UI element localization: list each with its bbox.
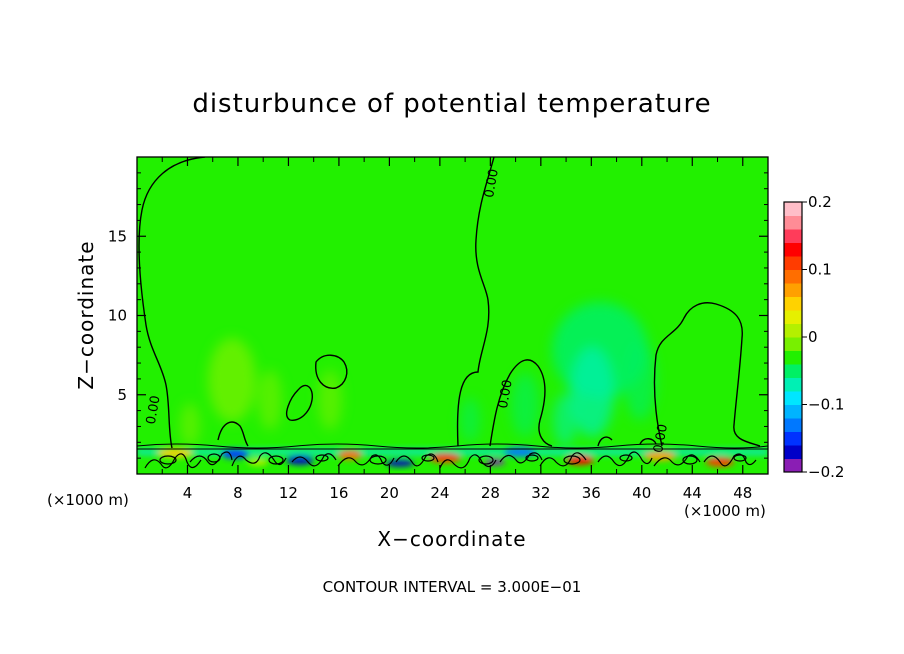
cool-anomaly [624,340,656,420]
x-tick-label: 4 [183,484,193,502]
colorbar-swatch [784,296,802,311]
warm-anomaly [180,403,200,447]
cool-anomaly [511,373,539,437]
x-tick-label: 28 [481,484,500,502]
zero-contour-island [217,421,249,447]
colorbar-swatch [784,283,802,297]
zero-contour-left [138,157,206,449]
y-tick-label: 10 [108,307,127,325]
x-axis-ticks: 4 8 12 16 20 24 28 32 36 40 44 48 [161,157,752,502]
colorbar-tick-label: 0.2 [808,193,832,211]
x-axis-label: X−coordinate [377,527,526,551]
chart-title: disturbunce of potential temperature [192,89,711,119]
colorbar-swatch [784,229,802,243]
y-axis-ticks: 5 10 15 [108,172,768,459]
surface-contour-clutter [137,443,768,469]
colorbar [783,201,803,473]
colorbar-swatch [784,404,802,419]
contour-interval-note: CONTOUR INTERVAL = 3.000E−01 [323,578,582,596]
colorbar-swatch [784,269,802,284]
zero-contour-island [286,384,313,421]
zero-contour-island [597,436,613,447]
x-unit-right: (×1000 m) [684,502,766,520]
x-tick-label: 48 [733,484,752,502]
x-tick-label: 8 [233,484,243,502]
contour-label: 0.00 [144,394,164,425]
x-unit-left: (×1000 m) [47,491,129,509]
colorbar-swatch [784,377,802,392]
colorbar-swatch [784,350,802,365]
cool-anomaly [570,347,614,437]
contour-label: 0.00 [496,379,516,410]
x-tick-label: 32 [531,484,550,502]
x-tick-label: 44 [683,484,702,502]
colorbar-tick-label: −0.2 [808,463,844,481]
field-anomalies [180,302,656,447]
colorbar-swatch [784,458,802,473]
zero-contour-island [315,354,348,389]
colorbar-swatch [784,202,802,216]
colorbar-swatch [784,242,802,257]
cool-anomaly [553,394,577,446]
x-tick-label: 12 [279,484,298,502]
colorbar-swatch [784,310,802,324]
x-tick-label: 40 [632,484,651,502]
colorbar-tick-label: 0.1 [808,261,832,279]
zero-contours [138,157,761,449]
contour-label: 0.00 [651,423,671,454]
warm-anomaly [258,370,282,430]
zero-contour-center [456,157,495,447]
cool-anomaly [460,398,480,442]
y-tick-label: 5 [117,386,127,404]
zero-contour-right [653,302,761,447]
colorbar-swatch [784,431,802,446]
x-tick-label: 36 [582,484,601,502]
warm-anomaly [208,338,256,422]
plot-area: 0.00 0.00 0.00 0.00 [137,157,768,474]
y-tick-label: 15 [108,227,127,245]
colorbar-ticks: 0.2 0.1 0 −0.1 −0.2 [802,193,844,481]
field-background [137,157,768,474]
colorbar-swatch [784,391,802,405]
x-tick-label: 24 [430,484,449,502]
colorbar-swatch [784,323,802,338]
colorbar-swatch [784,418,802,432]
x-tick-label: 16 [329,484,348,502]
zero-contour-island [639,438,657,445]
colorbar-tick-label: 0 [808,328,818,346]
y-axis-label: Z−coordinate [74,240,98,389]
colorbar-tick-label: −0.1 [808,396,844,414]
colorbar-swatch [784,337,802,351]
contour-labels: 0.00 0.00 0.00 0.00 [144,168,671,454]
colorbar-swatch [784,364,802,378]
zero-contour-middle [489,359,553,447]
colorbar-swatch [784,256,802,270]
contour-label: 0.00 [482,168,502,199]
x-tick-label: 20 [380,484,399,502]
colorbar-swatch [784,215,802,230]
warm-anomaly [318,370,342,430]
colorbar-swatch [784,445,802,459]
